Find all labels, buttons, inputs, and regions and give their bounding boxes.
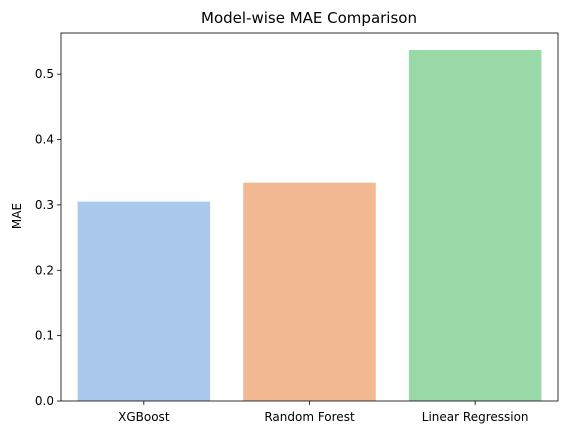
plot-border xyxy=(60,32,559,402)
y-tick-label: 0.0 xyxy=(35,394,54,408)
x-axis-ticks: XGBoost Random Forest Linear Regression xyxy=(118,401,529,424)
bar-random-forest xyxy=(243,182,376,401)
x-tick-label: XGBoost xyxy=(118,410,170,424)
bars-layer xyxy=(77,49,542,402)
y-axis-ticks: 0.0 0.1 0.2 0.3 0.4 0.5 xyxy=(35,67,61,408)
y-tick-label: 0.4 xyxy=(35,133,54,147)
bar-linear-regression xyxy=(408,49,542,402)
x-tick-label: Linear Regression xyxy=(422,410,529,424)
chart-title: Model-wise MAE Comparison xyxy=(201,9,417,27)
y-tick-label: 0.1 xyxy=(35,329,54,343)
x-tick-label: Random Forest xyxy=(264,410,355,424)
y-axis-label: MAE xyxy=(10,203,24,229)
y-tick-label: 0.2 xyxy=(35,263,54,277)
bar-xgboost xyxy=(77,201,211,401)
axes-frame xyxy=(60,32,559,402)
y-tick-label: 0.3 xyxy=(35,198,54,212)
y-tick-label: 0.5 xyxy=(35,67,54,81)
